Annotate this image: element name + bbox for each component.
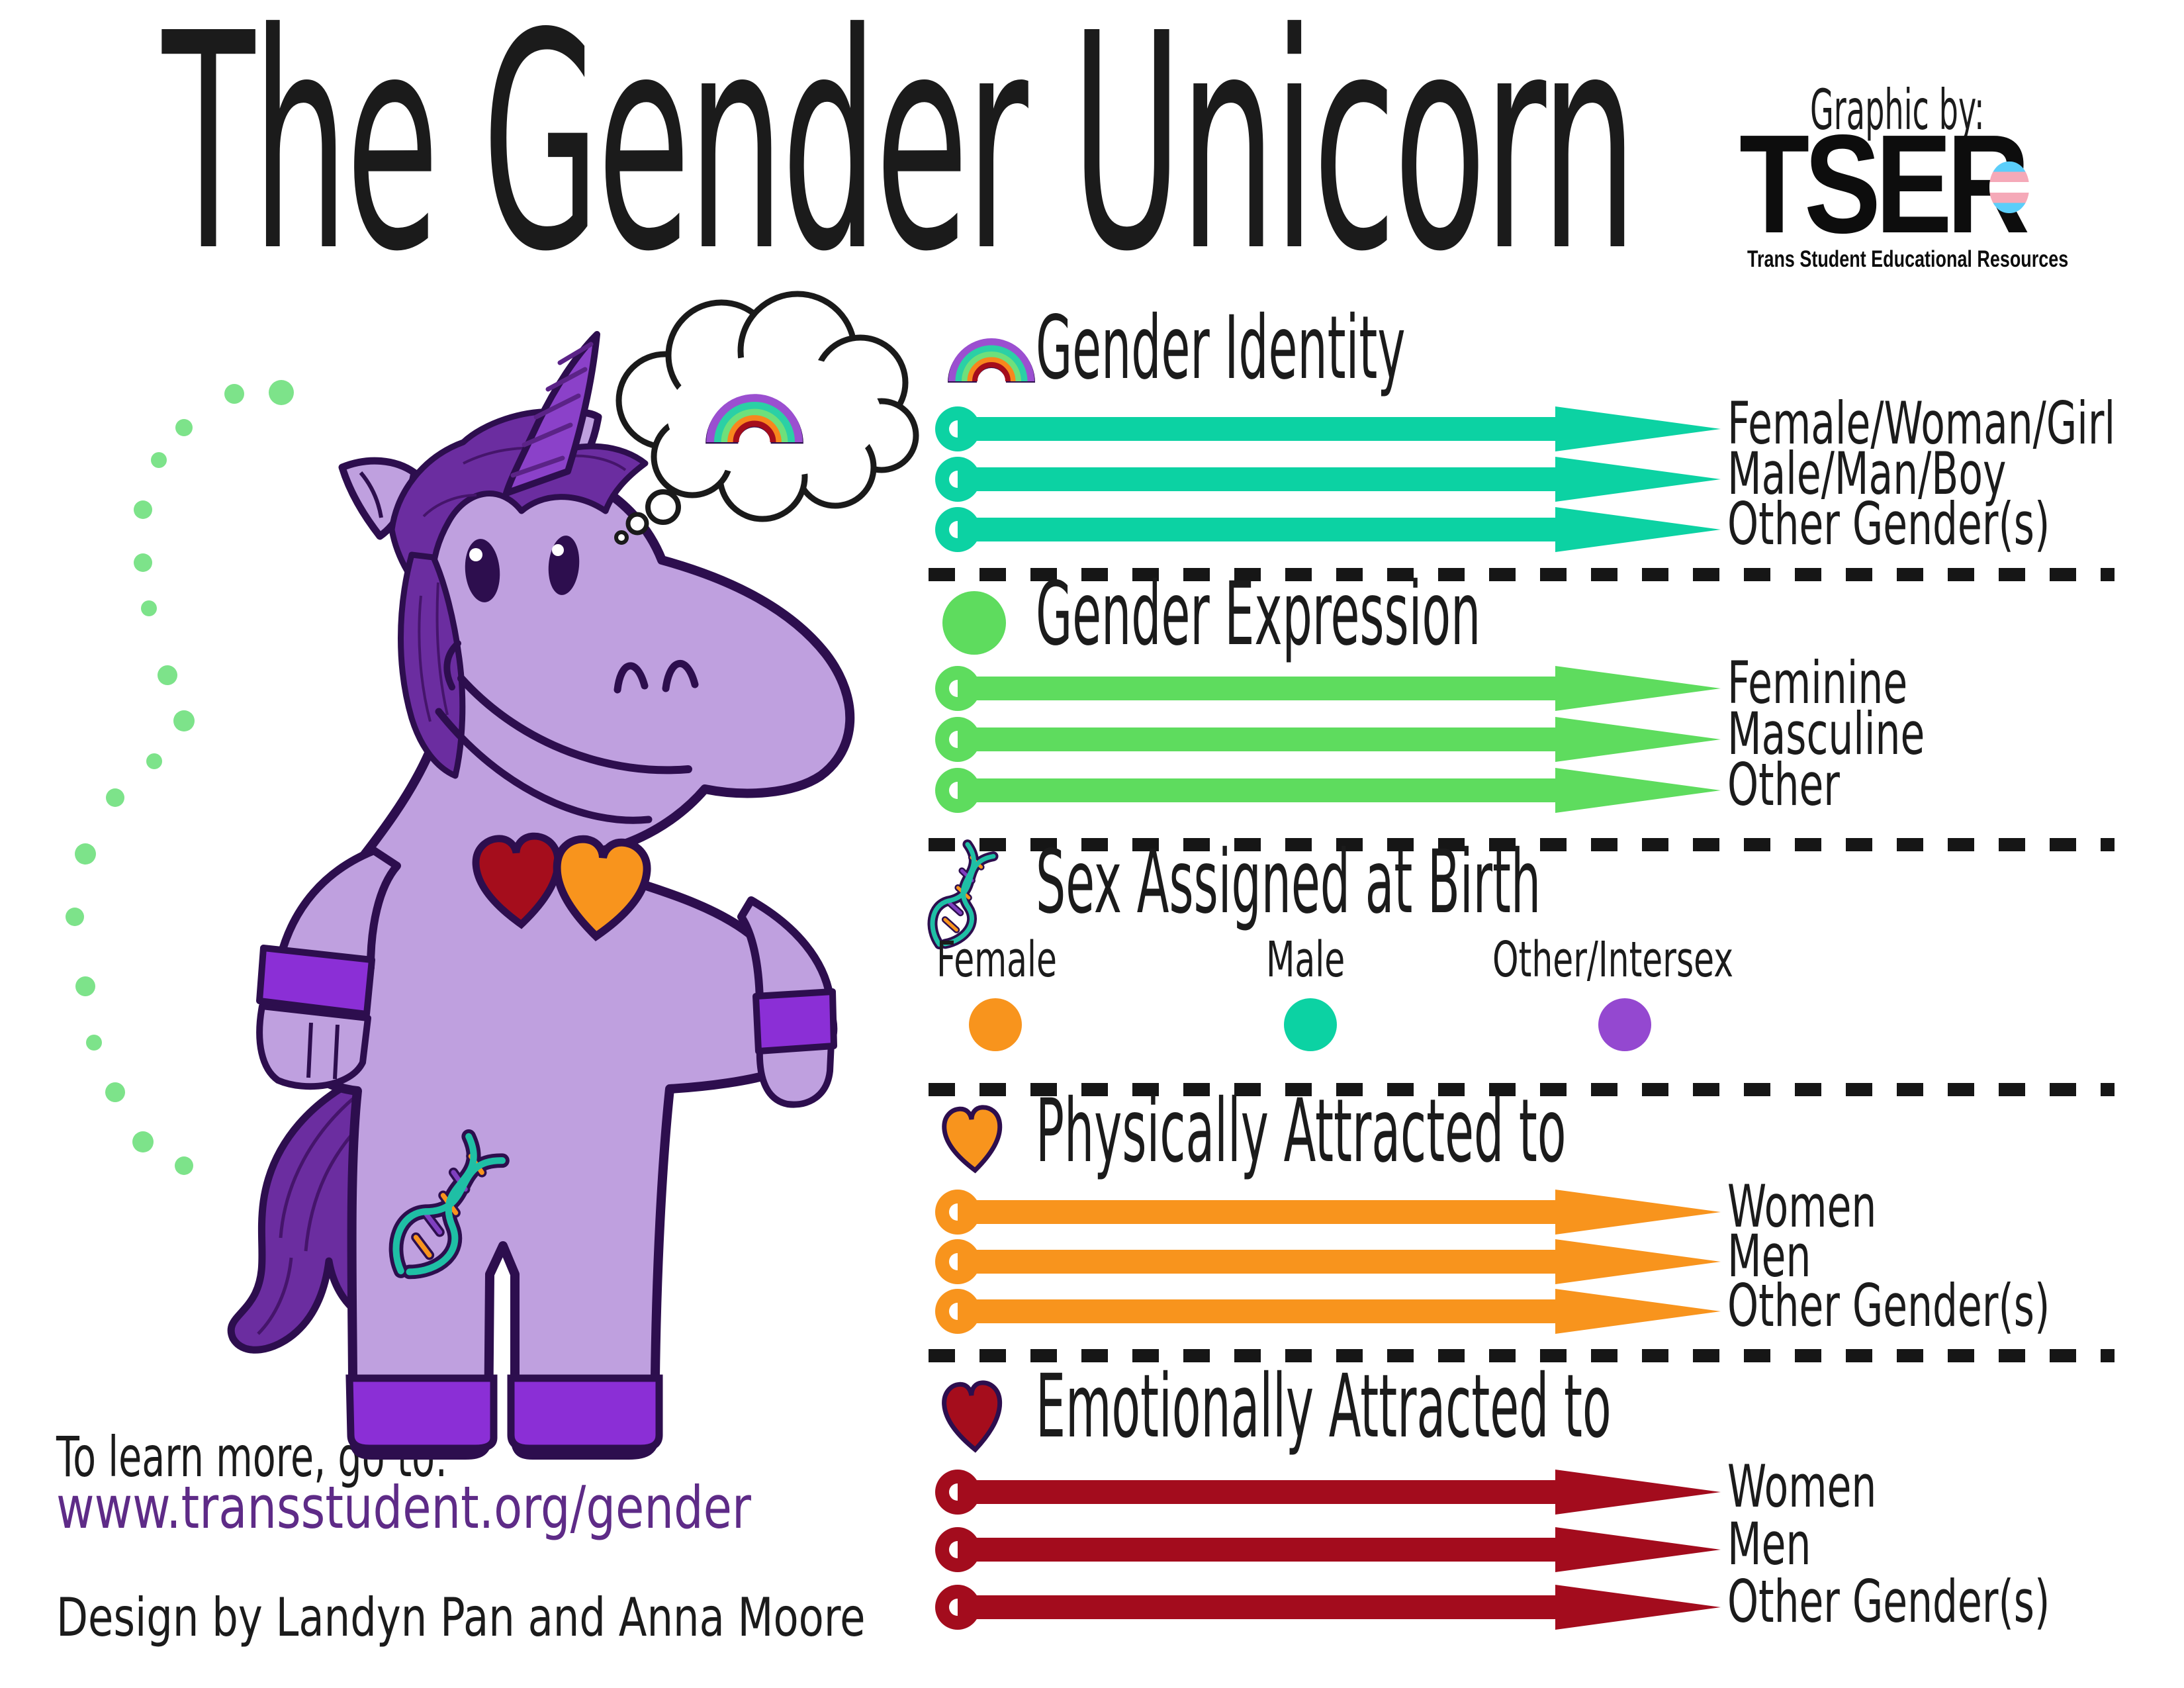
sex-option-label: Male [1266,931,1345,988]
section-title: Physically Attracted to [1036,1080,1567,1182]
orange-heart-icon [942,1105,1003,1174]
green-dot-icon [942,591,1006,655]
section-divider [929,838,2115,851]
thought-bubble [614,291,919,545]
dna-tattoo-icon [388,1129,510,1280]
other-intersex-dot-icon [1598,998,1651,1051]
arrow-head [1555,1585,1721,1630]
arrow-shaft [958,778,1555,802]
arrow-shaft [958,1200,1555,1224]
arrow-label: Women [1727,1172,1877,1241]
arrow-shaft [958,727,1555,751]
arrow-row: Women [935,1178,2007,1236]
arrow-row: Men [935,1515,2007,1573]
arrow-head [1555,1190,1721,1235]
arrow-head [1555,1239,1721,1284]
arrow-row: Men [935,1227,2007,1286]
sex-option-label: Female [936,931,1057,988]
unicorn-smile [435,640,692,824]
arrow-row: Other [935,756,2007,814]
section-title: Gender Expression [1036,563,1481,665]
arrow-row: Female/Woman/Girl [935,395,2115,453]
rainbow-arch-icon [948,338,1035,383]
green-dot-arc-decoration [66,380,294,1175]
page-title: The Gender Unicorn [162,0,1637,317]
arrow-row: Women [935,1458,2007,1516]
arrow-label: Female/Woman/Girl [1727,389,2116,457]
unicorn-horn [503,331,600,496]
arrow-shaft [958,467,1555,491]
arrow-head [1555,1289,1721,1334]
arrow-shaft [958,518,1555,541]
unicorn-arms [256,847,837,1108]
section-divider [929,1083,2115,1096]
arrow-label: Feminine [1727,649,1908,717]
arrow-shaft [958,1595,1555,1619]
arrow-label: Other [1727,751,1840,819]
section-title: Emotionally Attracted to [1036,1356,1612,1458]
male-dot-icon [1284,998,1337,1051]
arrow-row: Other Gender(s) [935,1277,2050,1335]
arrow-head [1555,507,1721,552]
arrow-head [1555,457,1721,502]
logo-acronym: TSER [1739,105,2030,262]
arrow-shaft [958,677,1555,700]
arrow-head [1555,717,1721,762]
dna-icon [927,839,999,950]
arrow-label: Women [1727,1452,1877,1521]
arrow-shaft [958,1299,1555,1323]
arrow-shaft [958,1538,1555,1562]
unicorn-illustration [66,291,919,1460]
dark-red-heart-icon [942,1380,1003,1453]
unicorn-leg-cuffs [345,1374,663,1452]
arrow-label: Male/Man/Boy [1727,440,2007,508]
arrow-shaft [958,1480,1555,1504]
unicorn-eyes [465,536,580,602]
section-divider [929,1349,2115,1362]
arrow-head [1555,1470,1721,1515]
arrow-row: Other Gender(s) [935,495,2050,553]
thought-rainbow-icon [705,394,803,444]
arrow-label: Other Gender(s) [1727,1568,2050,1636]
section-divider [929,568,2115,581]
logo-pretitle: Graphic by: [1810,77,1985,142]
arrow-head [1555,666,1721,711]
trans-flag-icon [1989,162,2029,213]
arrow-label: Other Gender(s) [1727,1272,2050,1340]
section-title: Gender Identity [1036,297,1406,399]
arrow-head [1555,768,1721,813]
arrow-shaft [958,1250,1555,1274]
female-dot-icon [969,998,1022,1051]
design-credit: Design by Landyn Pan and Anna Moore [56,1587,866,1648]
chest-hearts-icon [472,832,651,941]
unicorn-nostrils [614,659,699,694]
sex-option-label: Other/Intersex [1492,931,1734,988]
arrow-label: Men [1727,1510,1811,1578]
logo-org-name: Trans Student Educational Resources [1747,246,2069,272]
arrow-head [1555,406,1721,451]
section-title: Sex Assigned at Birth [1036,831,1541,933]
arrow-head [1555,1527,1721,1572]
website-link[interactable]: www.transstudent.org/gender [56,1474,751,1542]
arrow-row: Masculine [935,705,2007,763]
arrow-row: Male/Man/Boy [935,445,2007,503]
arrow-label: Men [1727,1222,1811,1290]
arrow-row: Feminine [935,654,2007,712]
arrow-label: Masculine [1727,700,1925,768]
arrow-row: Other Gender(s) [935,1573,2050,1631]
arrow-label: Other Gender(s) [1727,490,2050,558]
arrow-shaft [958,417,1555,441]
